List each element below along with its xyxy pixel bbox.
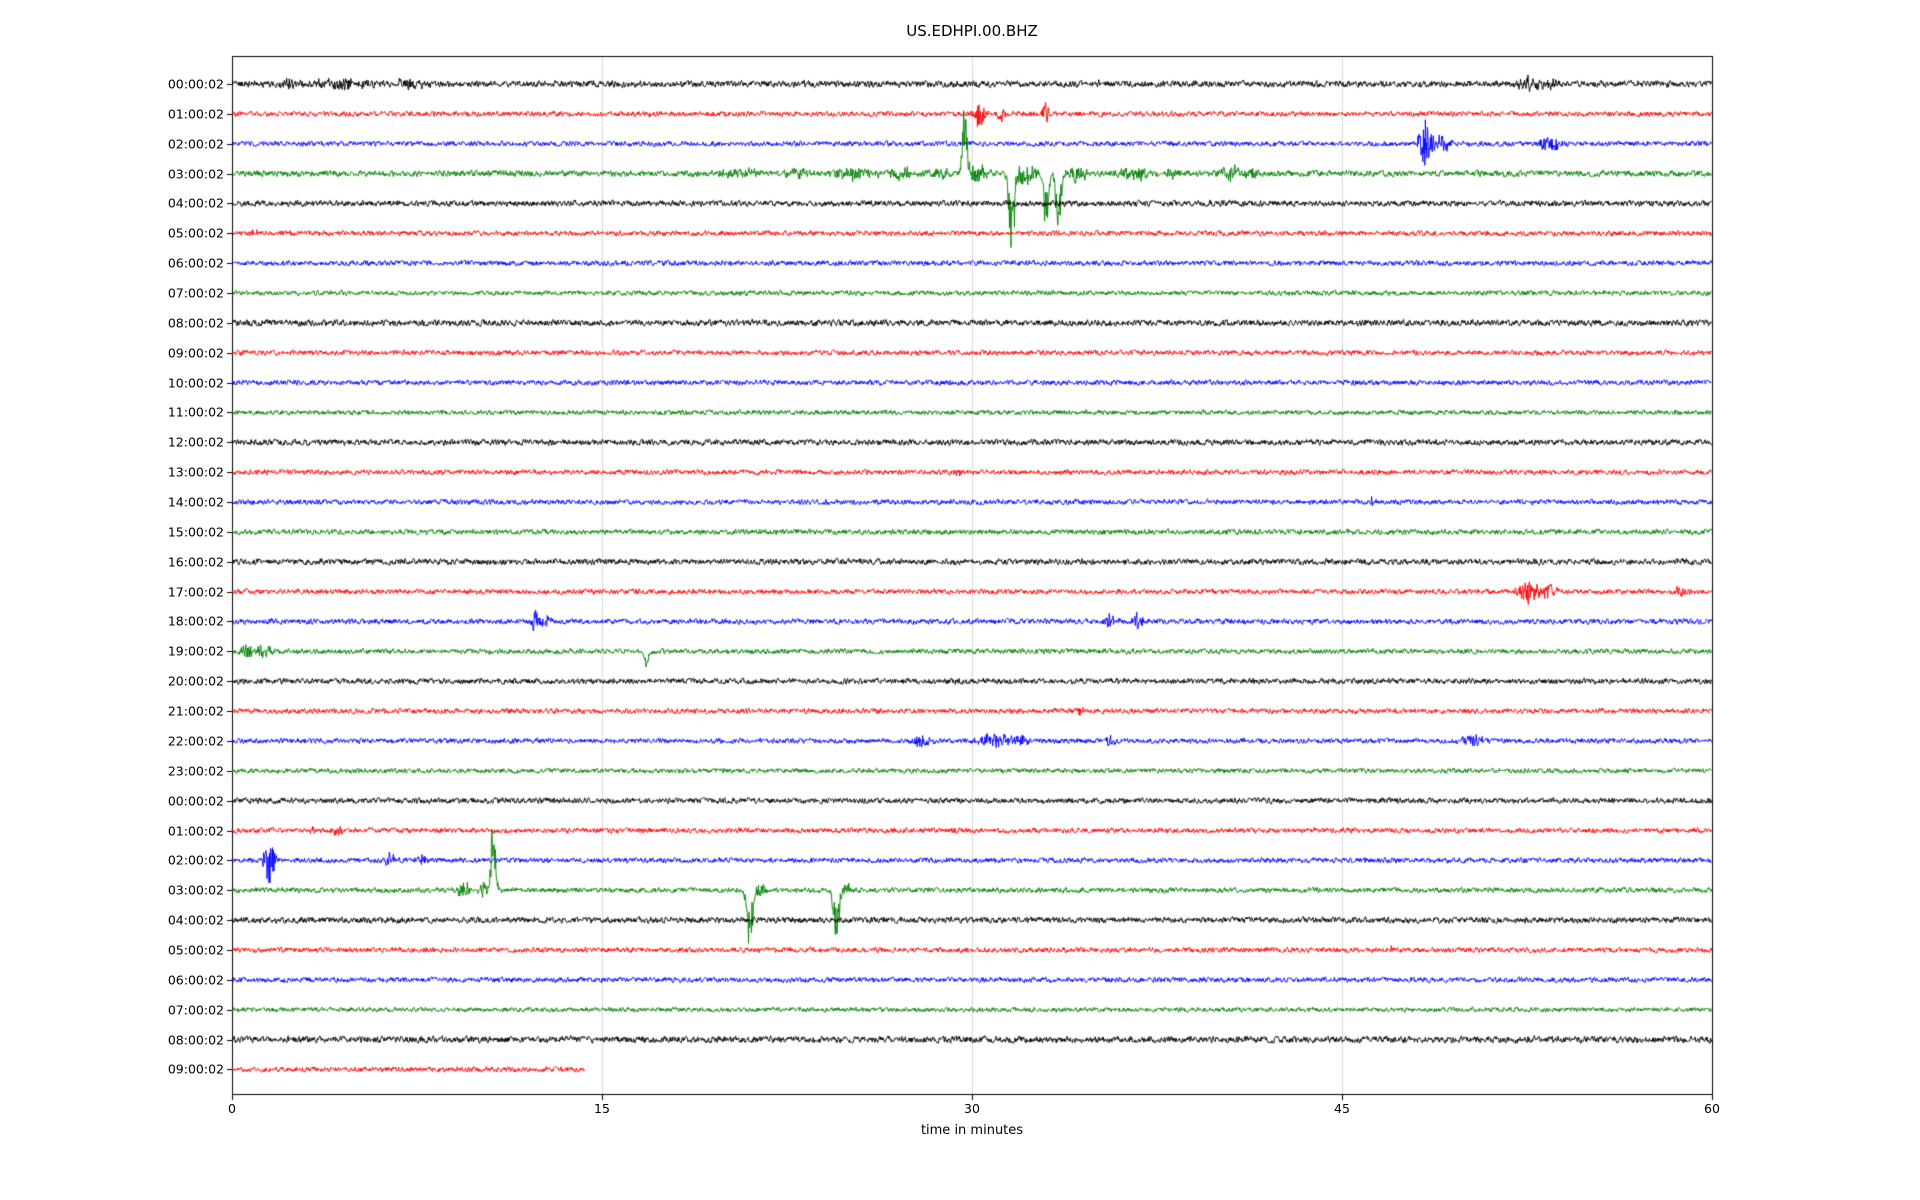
x-axis-label: time in minutes (920, 1123, 1024, 1138)
row-time-label: 07:00:02 (167, 285, 224, 301)
row-time-label: 13:00:02 (167, 464, 224, 480)
row-time-label: 09:00:02 (167, 1061, 224, 1077)
x-tick-label: 0 (228, 1101, 236, 1116)
row-time-label: 06:00:02 (167, 972, 224, 988)
row-time-label: 03:00:02 (167, 882, 224, 898)
row-time-label: 02:00:02 (167, 136, 224, 152)
row-time-label: 06:00:02 (167, 255, 224, 271)
row-time-label: 12:00:02 (167, 434, 224, 450)
row-time-label: 14:00:02 (167, 494, 224, 510)
row-time-label: 04:00:02 (167, 195, 224, 211)
row-time-label: 17:00:02 (167, 584, 224, 600)
x-tick-label: 15 (594, 1101, 610, 1116)
row-time-label: 07:00:02 (167, 1002, 224, 1018)
row-time-label: 05:00:02 (167, 225, 224, 241)
row-time-label: 08:00:02 (167, 315, 224, 331)
x-tick-label: 45 (1334, 1101, 1350, 1116)
row-time-label: 02:00:02 (167, 852, 224, 868)
row-time-label: 23:00:02 (167, 763, 224, 779)
row-time-label: 19:00:02 (167, 643, 224, 659)
chart-title: US.EDHPI.00.BHZ (906, 22, 1038, 40)
row-time-label: 10:00:02 (167, 375, 224, 391)
row-time-label: 09:00:02 (167, 345, 224, 361)
x-tick-label: 30 (964, 1101, 980, 1116)
row-time-label: 22:00:02 (167, 733, 224, 749)
row-time-label: 20:00:02 (167, 673, 224, 689)
row-time-label: 16:00:02 (167, 554, 224, 570)
row-time-label: 05:00:02 (167, 942, 224, 958)
row-time-label: 03:00:02 (167, 166, 224, 182)
row-time-label: 00:00:02 (167, 76, 224, 92)
row-time-label: 11:00:02 (167, 404, 224, 420)
row-time-label: 15:00:02 (167, 524, 224, 540)
row-time-label: 01:00:02 (167, 823, 224, 838)
row-time-label: 01:00:02 (167, 106, 224, 122)
row-time-label: 21:00:02 (167, 703, 224, 719)
row-time-label: 18:00:02 (167, 613, 224, 629)
row-time-label: 08:00:02 (167, 1032, 224, 1048)
row-time-label: 04:00:02 (167, 912, 224, 928)
x-tick-label: 60 (1704, 1101, 1720, 1116)
row-time-label: 00:00:02 (167, 793, 224, 809)
